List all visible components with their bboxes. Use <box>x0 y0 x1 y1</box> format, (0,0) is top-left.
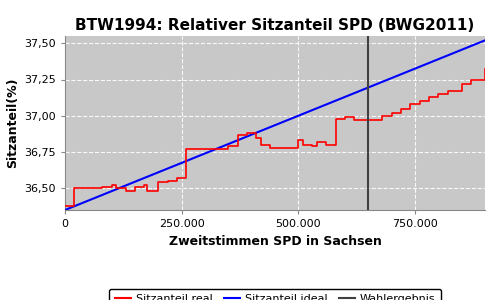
Legend: Sitzanteil real, Sitzanteil ideal, Wahlergebnis: Sitzanteil real, Sitzanteil ideal, Wahle… <box>109 289 441 300</box>
X-axis label: Zweitstimmen SPD in Sachsen: Zweitstimmen SPD in Sachsen <box>168 235 382 248</box>
Y-axis label: Sitzanteil(%): Sitzanteil(%) <box>6 78 18 168</box>
Title: BTW1994: Relativer Sitzanteil SPD (BWG2011): BTW1994: Relativer Sitzanteil SPD (BWG20… <box>76 18 474 33</box>
